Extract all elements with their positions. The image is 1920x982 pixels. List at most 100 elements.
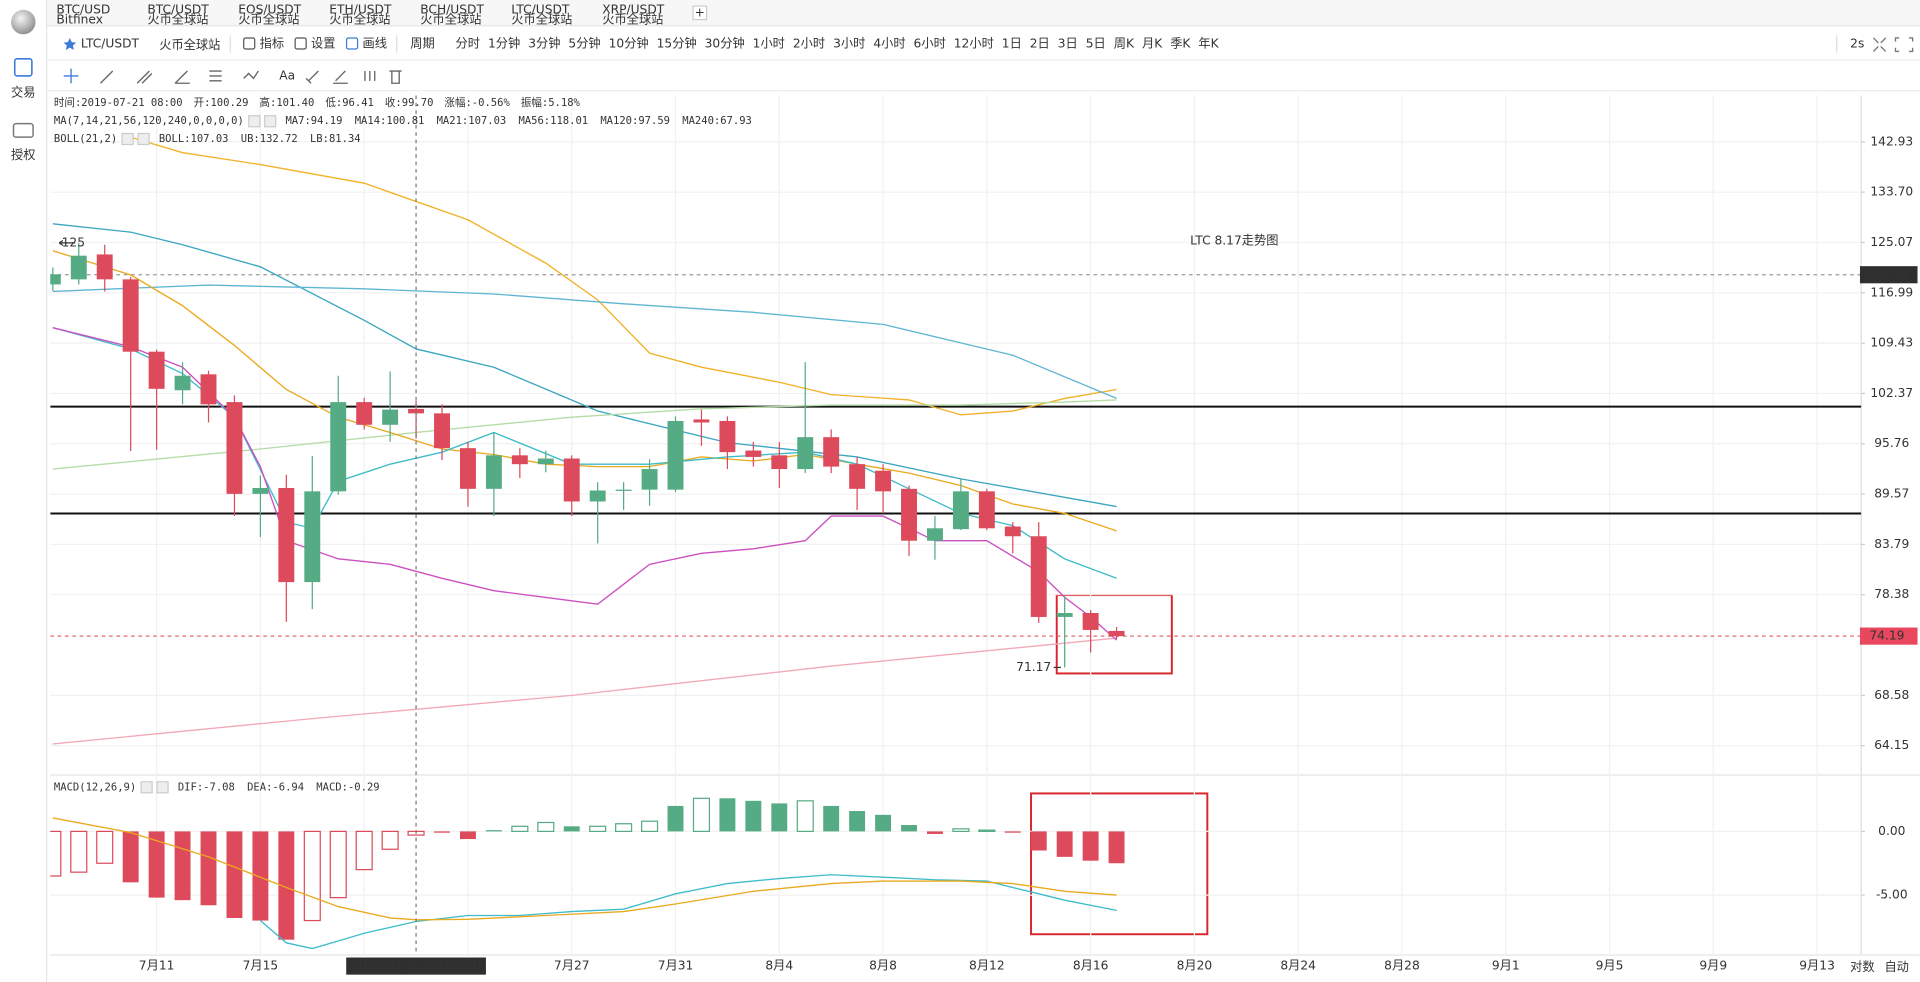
annotation: LTC 8.17走势图 [1190, 234, 1278, 248]
candle-body [589, 490, 606, 502]
tab-add[interactable]: + [695, 5, 705, 19]
legend-icon[interactable] [140, 781, 153, 794]
toolbar-button[interactable]: 设置 [311, 37, 335, 51]
period-option[interactable]: 3小时 [833, 37, 865, 51]
tab-pair[interactable]: ETH/USDT [329, 2, 392, 16]
period-option[interactable]: 3日 [1058, 37, 1078, 51]
candle-body [875, 470, 892, 492]
scale-auto[interactable]: 自动 [1884, 960, 1908, 974]
candle-body [252, 487, 269, 494]
legend-icon[interactable] [264, 115, 277, 128]
toolbar-button[interactable]: 指标 [260, 36, 284, 51]
period-option[interactable]: 2日 [1030, 37, 1050, 51]
tab-pair[interactable]: EOS/USDT [238, 2, 301, 16]
y-tick-label: 68.58 [1874, 688, 1909, 702]
candle-body [1108, 630, 1125, 637]
period-option[interactable]: 月K [1142, 37, 1163, 51]
legend-item: MACD:-0.29 [316, 781, 379, 793]
tab-pair[interactable]: XRP/USDT [602, 2, 665, 16]
period-option[interactable]: 4小时 [873, 37, 905, 51]
macd-bar [926, 831, 943, 834]
period-option[interactable]: 季K [1170, 37, 1191, 51]
legend-label: MA(7,14,21,56,120,240,0,0,0,0) [54, 115, 244, 127]
tab-exchange[interactable]: 火币全球站 [511, 12, 572, 27]
tab-exchange[interactable]: Bitfinex [56, 13, 103, 27]
macd-bar [459, 831, 476, 840]
indicator-line [130, 136, 1117, 416]
legend-icon[interactable] [137, 132, 150, 146]
toolbar-button[interactable]: 画线 [362, 37, 386, 51]
text-tool[interactable]: Aa [279, 68, 295, 82]
y-tick-label: 89.57 [1874, 487, 1909, 501]
legend-item: DEA:-6.94 [247, 781, 304, 793]
toolbar-icon[interactable] [345, 37, 359, 50]
info-value: 101.40 [276, 97, 314, 109]
candle-body [485, 455, 502, 489]
period-option[interactable]: 2小时 [793, 37, 825, 51]
macd-bar [563, 826, 580, 832]
candle-body [952, 491, 969, 530]
candle-body [226, 402, 243, 494]
macd-bar [329, 830, 347, 899]
info-label: 开: [194, 97, 211, 109]
exchange: 火币全球站 [159, 37, 220, 52]
period-option[interactable]: 10分钟 [609, 36, 649, 51]
macd-bar [511, 825, 529, 833]
macd-bar [200, 831, 217, 906]
tab-pair[interactable]: BTC/USD [56, 2, 110, 16]
period-option[interactable]: 1小时 [753, 37, 785, 51]
candle-body [70, 255, 87, 280]
macd-bar [485, 830, 502, 832]
period-option[interactable]: 1日 [1002, 37, 1022, 51]
price-tag [1859, 266, 1918, 284]
logo[interactable] [11, 9, 36, 35]
tab-pair[interactable]: BCH/USDT [420, 2, 484, 16]
draw-tools[interactable] [63, 68, 402, 84]
period-option[interactable]: 分时 [456, 37, 480, 51]
period-option[interactable]: 30分钟 [705, 36, 745, 51]
macd-bar [615, 823, 633, 833]
tab-pair[interactable]: BTC/USDT [147, 2, 209, 16]
sidebar-auth[interactable]: 授权 [11, 148, 35, 162]
tab-exchange[interactable]: 火币全球站 [147, 12, 208, 27]
legend-icon[interactable] [156, 781, 169, 794]
indicator-line [52, 223, 1117, 508]
y-tick-label: 125.07 [1870, 235, 1913, 249]
candle-body [641, 469, 658, 490]
period-option[interactable]: 12小时 [954, 37, 994, 51]
symbol[interactable]: LTC/USDT [81, 37, 140, 51]
candle-body [797, 437, 814, 470]
candle-body [926, 528, 943, 541]
legend-icon[interactable] [248, 115, 261, 128]
fullscreen-icons[interactable] [1872, 37, 1914, 53]
trade-icon[interactable] [13, 57, 33, 77]
tab-pair[interactable]: LTC/USDT [511, 2, 570, 16]
period-option[interactable]: 15分钟 [657, 36, 697, 51]
period-option[interactable]: 5分钟 [568, 36, 600, 51]
refresh-rate[interactable]: 2s [1850, 37, 1864, 51]
period-option[interactable]: 年K [1198, 37, 1219, 51]
tab-exchange[interactable]: 火币全球站 [329, 12, 390, 27]
period-option[interactable]: 1分钟 [488, 36, 520, 51]
toolbar-icon[interactable] [294, 37, 307, 50]
period-option[interactable]: 5日 [1086, 37, 1106, 51]
scale-log[interactable]: 对数 [1850, 959, 1874, 974]
toolbar-icon[interactable] [243, 37, 256, 50]
period-option[interactable]: 3分钟 [528, 36, 560, 51]
tab-add-box[interactable] [692, 5, 708, 21]
auth-icon[interactable] [12, 122, 34, 138]
legend-icon[interactable] [121, 132, 134, 146]
candle-body [278, 487, 295, 583]
period-option[interactable]: 6小时 [914, 37, 946, 51]
tab-exchange[interactable]: 火币全球站 [238, 12, 299, 27]
sidebar-trade[interactable]: 交易 [11, 85, 35, 100]
indicator-line [52, 250, 1117, 532]
candle-body [459, 448, 476, 489]
tab-exchange[interactable]: 火币全球站 [420, 12, 481, 27]
period-option[interactable]: 周K [1114, 37, 1135, 51]
candle-body [901, 488, 917, 541]
favorite-star[interactable] [63, 37, 77, 50]
tab-bar [46, 0, 1920, 26]
legend-label: BOLL(21,2) [54, 133, 117, 145]
tab-exchange[interactable]: 火币全球站 [602, 12, 663, 27]
